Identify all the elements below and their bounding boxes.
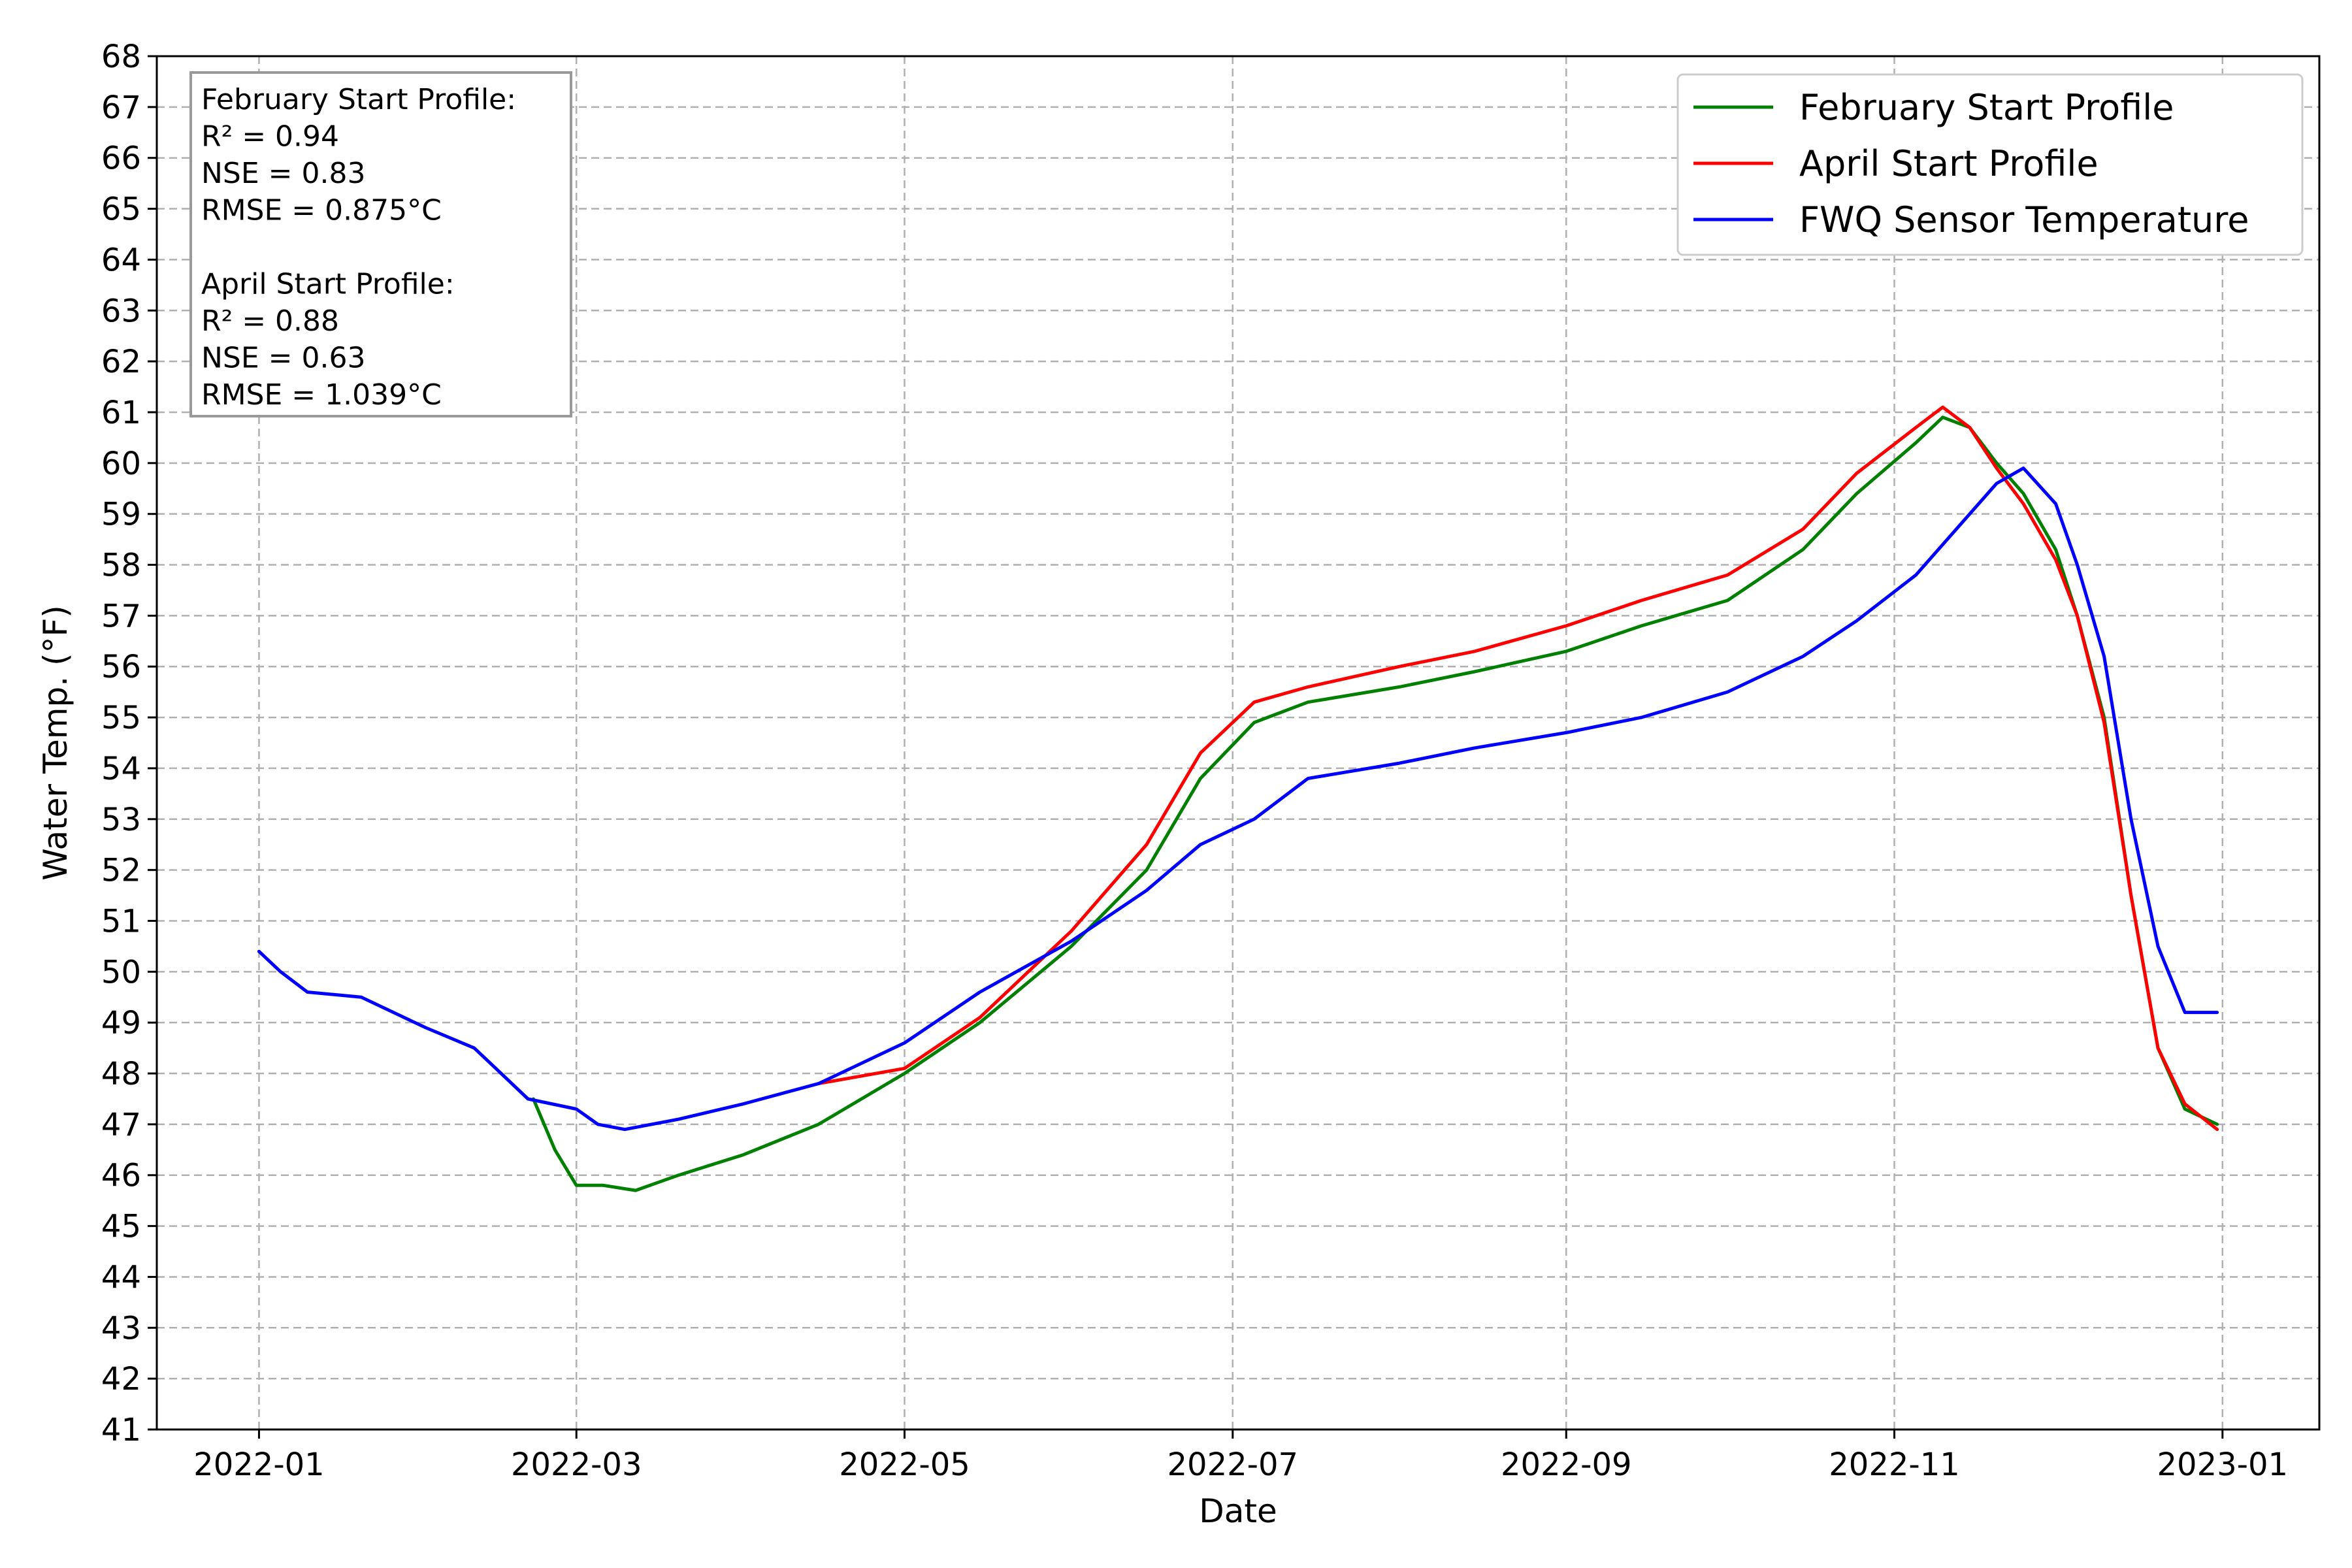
y-tick-label: 46 — [101, 1158, 141, 1194]
tick-labels: 41 42 43 44 45 46 47 48 49 50 51 52 53 54 55 56 57 58 59 60… — [101, 39, 2288, 1483]
stats-line: April Start Profile: — [201, 268, 455, 301]
y-tick-label: 59 — [101, 497, 141, 533]
y-tick-label: 63 — [101, 293, 141, 329]
y-tick-label: 49 — [101, 1005, 141, 1041]
y-tick-label: 60 — [101, 446, 141, 482]
stats-line: NSE = 0.63 — [201, 342, 365, 375]
series-line — [257, 466, 2219, 1132]
y-tick-label: 57 — [101, 598, 141, 634]
plot-frame — [155, 55, 2321, 1431]
legend-frame — [1676, 73, 2304, 256]
y-tick-label: 66 — [101, 140, 141, 177]
y-tick-label: 68 — [101, 39, 141, 75]
x-tick-label: 2022-03 — [511, 1446, 642, 1483]
series-lines — [257, 405, 2219, 1192]
y-tick-label: 64 — [101, 242, 141, 278]
stats-line: NSE = 0.83 — [201, 157, 365, 190]
y-tick-label: 50 — [101, 954, 141, 990]
stats-line: R² = 0.88 — [201, 304, 339, 338]
x-tick-label: 2022-09 — [1501, 1446, 1632, 1483]
y-tick-label: 65 — [101, 191, 141, 228]
y-tick-label: 45 — [101, 1209, 141, 1245]
x-tick-label: 2022-05 — [839, 1446, 970, 1483]
series-line — [531, 416, 2219, 1192]
y-axis-label: Water Temp. (°F) — [37, 605, 74, 881]
y-tick-label: 61 — [101, 395, 141, 431]
y-tick-label: 48 — [101, 1056, 141, 1092]
y-tick-label: 54 — [101, 751, 141, 787]
legend-label: February Start Profile — [1799, 87, 2174, 128]
y-tick-label: 51 — [101, 903, 141, 939]
x-tick-label: 2022-01 — [193, 1446, 325, 1483]
stats-line: RMSE = 1.039°C — [201, 378, 442, 412]
y-tick-label: 67 — [101, 90, 141, 126]
stats-line: R² = 0.94 — [201, 120, 339, 154]
y-tick-label: 42 — [101, 1361, 141, 1397]
y-tick-label: 58 — [101, 547, 141, 584]
legend: February Start Profile April Start Profil… — [1676, 73, 2304, 256]
y-tick-label: 44 — [101, 1259, 141, 1296]
y-tick-label: 47 — [101, 1107, 141, 1143]
x-axis-label: Date — [1199, 1492, 1277, 1530]
x-tick-label: 2022-07 — [1167, 1446, 1298, 1483]
y-tick-label: 52 — [101, 853, 141, 889]
stats-box-frame — [189, 71, 572, 417]
series-line — [817, 405, 2219, 1132]
x-tick-label: 2023-01 — [2157, 1446, 2289, 1483]
y-tick-label: 43 — [101, 1310, 141, 1347]
y-tick-label: 41 — [101, 1412, 141, 1448]
stats-line: RMSE = 0.875°C — [201, 194, 442, 227]
legend-label: FWQ Sensor Temperature — [1799, 199, 2249, 240]
y-tick-label: 56 — [101, 649, 141, 685]
legend-label: April Start Profile — [1799, 143, 2099, 184]
x-tick-label: 2022-11 — [1829, 1446, 1960, 1483]
y-tick-label: 55 — [101, 700, 141, 736]
y-tick-label: 53 — [101, 802, 141, 838]
stats-line: February Start Profile: — [201, 83, 516, 116]
axis-ticks — [148, 55, 2224, 1439]
y-tick-label: 62 — [101, 344, 141, 380]
